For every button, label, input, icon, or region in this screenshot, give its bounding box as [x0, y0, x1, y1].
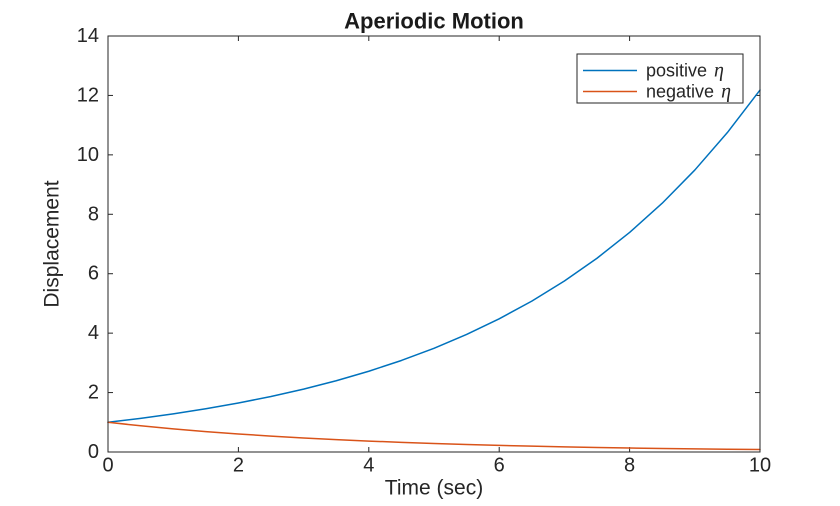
y-tick-label: 12	[77, 84, 99, 106]
y-tick-label: 4	[88, 322, 99, 344]
series-line-0	[107, 89, 761, 424]
series-line-1	[107, 421, 761, 451]
y-tick-label: 8	[88, 203, 99, 225]
x-axis-label: Time (sec)	[385, 477, 483, 500]
y-tick-label: 0	[88, 441, 99, 463]
axes-box	[107, 35, 761, 453]
legend-label-negative: negative η	[646, 81, 731, 103]
y-tick-label: 2	[88, 382, 99, 404]
series-lines	[107, 89, 761, 451]
y-ticks: 0 2 4 6 8 10 12 14	[77, 25, 760, 463]
legend-label-positive: positive η	[646, 60, 724, 82]
y-tick-label: 10	[77, 144, 99, 166]
y-tick-label: 14	[77, 25, 99, 47]
x-tick-label: 10	[749, 455, 771, 477]
chart-title: Aperiodic Motion	[344, 9, 524, 34]
x-tick-label: 0	[102, 455, 113, 477]
legend-box	[576, 53, 744, 104]
x-tick-label: 6	[494, 455, 505, 477]
legend: positive η negative η	[576, 53, 744, 104]
x-tick-label: 4	[363, 455, 374, 477]
y-tick-label: 6	[88, 263, 99, 285]
y-axis-label: Displacement	[41, 180, 64, 307]
x-tick-label: 8	[624, 455, 635, 477]
plot-area	[108, 36, 760, 452]
x-ticks: 0 2 4 6 8 10	[102, 36, 771, 477]
x-tick-label: 2	[233, 455, 244, 477]
